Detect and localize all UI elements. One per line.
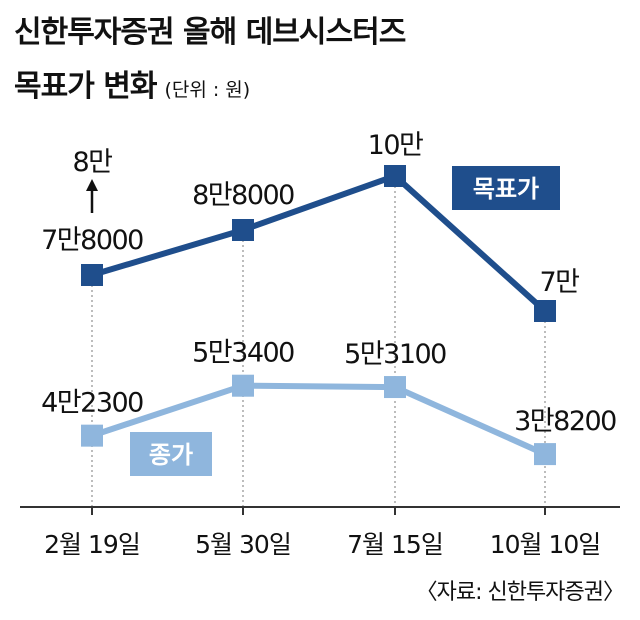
legend-target-label: 목표가 (473, 175, 539, 203)
price-point (81, 424, 103, 447)
unit-label: (단위 : 원) (164, 79, 251, 101)
target-value-label: 7만8000 (41, 225, 143, 256)
price-point (534, 443, 556, 466)
price-line (91, 382, 547, 457)
target-value-label: 10만 (368, 130, 423, 161)
legend-price-label: 종가 (149, 441, 193, 469)
annotation-label: 8만 (72, 147, 112, 178)
chart-title-text: 목표가 변화 (14, 69, 157, 104)
source-note: 〈자료: 신한투자증권〉 (415, 580, 625, 605)
chart-title-line2: 목표가 변화 (단위 : 원) (14, 72, 250, 102)
price-value-label: 3만8200 (514, 406, 616, 437)
target-point (81, 264, 103, 286)
target-line (91, 173, 548, 314)
legend-price-box (130, 432, 212, 476)
price-value-label: 4만2300 (41, 388, 143, 419)
x-tick-label: 10월 10일 (490, 530, 601, 559)
target-point (384, 165, 406, 187)
price-value-label: 5만3100 (344, 339, 446, 370)
target-value-label: 8만8000 (192, 180, 294, 211)
target-point (232, 219, 254, 241)
target-value-label: 7만 (539, 267, 579, 298)
price-value-label: 5만3400 (192, 338, 294, 369)
x-tick-label: 5월 30일 (195, 530, 291, 559)
price-point (384, 376, 406, 399)
x-tick-label: 7월 15일 (347, 530, 443, 559)
x-tick-label: 2월 19일 (44, 530, 140, 559)
price-point (232, 374, 254, 397)
chart-title-line1: 신한투자증권 올해 데브시스터즈 (14, 15, 406, 50)
target-point (534, 300, 556, 322)
arrow-up-icon (86, 179, 98, 191)
legend-target-box (452, 166, 560, 210)
